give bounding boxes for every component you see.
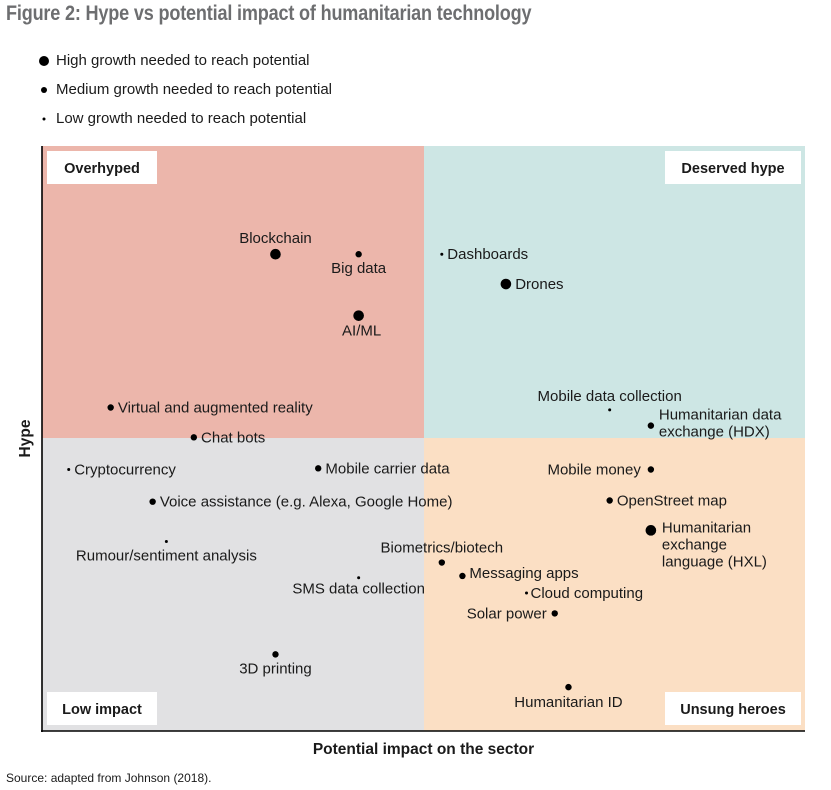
point-label-blockchain: Blockchain [239, 230, 312, 247]
point-3d-printing [272, 651, 279, 658]
legend-marker-small [36, 111, 52, 127]
point-label-biometrics-biotech: Biometrics/biotech [381, 540, 504, 557]
point-humanitarian-id [565, 683, 572, 691]
point-openstreet-map [606, 497, 613, 504]
point-label-big-data: Big data [331, 260, 387, 277]
legend-label-low: Low growth needed to reach potential [56, 110, 307, 127]
point-dashboards [440, 252, 444, 256]
point-label-virtual-and-augmented-reality: Virtual and augmented reality [118, 399, 313, 416]
point-big-data [355, 251, 362, 258]
legend-item-high: High growth needed to reach potential [36, 52, 310, 69]
quadrant-overhyped [42, 146, 424, 438]
point-biometrics-biotech [438, 559, 446, 566]
point-drones [500, 278, 512, 290]
quadrant-label-box-unsung-heroes [665, 692, 801, 725]
point-label-3d-printing: 3D printing [239, 660, 312, 677]
point-label-voice-assistance-e-g-alexa-google-home: Voice assistance (e.g. Alexa, Google Hom… [160, 494, 453, 511]
point-label-line: Humanitarian data [659, 407, 782, 424]
quadrant-low-impact [42, 438, 424, 731]
quadrant-deserved-hype [424, 146, 805, 438]
point-label-solar-power: Solar power [467, 605, 547, 622]
point-solar-power [551, 610, 558, 617]
legend-label-medium: Medium growth needed to reach potential [56, 81, 333, 98]
point-label-sms-data-collection: SMS data collection [292, 581, 425, 598]
point-label-openstreet-map: OpenStreet map [617, 493, 727, 510]
point-ai-ml [353, 310, 364, 321]
point-mobile-data-collection [608, 408, 612, 412]
figure-title: Figure 2: Hype vs potential impact of hu… [6, 2, 532, 25]
quadrant-label-box-overhyped [47, 151, 157, 184]
legend-item-medium: Medium growth needed to reach potential [36, 81, 332, 98]
point-label-rumour-sentiment-analysis: Rumour/sentiment analysis [76, 547, 257, 564]
point-virtual-and-augmented-reality [107, 404, 114, 411]
point-voice-assistance-e-g-alexa-google-home [149, 498, 156, 505]
y-axis-title: Hype [17, 419, 34, 457]
legend-marker-large [36, 53, 52, 69]
point-label-drones: Drones [515, 276, 563, 293]
point-sms-data-collection [357, 576, 361, 580]
point-label-ai-ml: AI/ML [342, 323, 381, 340]
legend-marker-medium [36, 82, 52, 98]
point-label-mobile-data-collection: Mobile data collection [538, 388, 682, 405]
quadrant-label-deserved-hype: Deserved hype [681, 161, 784, 177]
point-blockchain [270, 248, 281, 260]
point-rumour-sentiment-analysis [164, 539, 168, 543]
quadrant-label-overhyped: Overhyped [64, 161, 140, 177]
quadrant-label-low-impact: Low impact [62, 702, 142, 718]
point-label-cryptocurrency: Cryptocurrency [74, 462, 176, 479]
quadrant-label-unsung-heroes: Unsung heroes [680, 702, 786, 718]
point-label-humanitarian-data-exchange-hdx: Humanitarian data exchange (HDX) [659, 407, 782, 441]
point-label-cloud-computing: Cloud computing [531, 585, 644, 602]
point-label-messaging-apps: Messaging apps [469, 565, 578, 582]
point-messaging-apps [459, 572, 466, 580]
point-label-dashboards: Dashboards [447, 246, 528, 263]
point-cryptocurrency [67, 468, 71, 472]
quadrant-label-box-low-impact [47, 692, 157, 725]
point-label-humanitarian-exchange-language-hxl: Humanitarian exchange language (HXL) [662, 519, 767, 570]
point-label-mobile-carrier-data: Mobile carrier data [325, 460, 450, 477]
point-mobile-carrier-data [315, 465, 322, 472]
point-label-line: exchange (HDX) [659, 424, 770, 441]
point-label-line: Humanitarian [662, 519, 751, 536]
x-axis-title: Potential impact on the sector [313, 741, 534, 758]
point-label-line: exchange [662, 536, 727, 553]
point-chat-bots [190, 434, 198, 441]
quadrant-unsung-heroes [424, 438, 805, 731]
point-label-chat-bots: Chat bots [201, 429, 265, 446]
point-label-line: language (HXL) [662, 553, 767, 570]
point-humanitarian-data-exchange-hdx [647, 422, 655, 429]
legend-item-low: Low growth needed to reach potential [36, 110, 306, 127]
point-humanitarian-exchange-language-hxl [645, 525, 657, 536]
point-label-humanitarian-id: Humanitarian ID [514, 694, 623, 711]
point-mobile-money [647, 466, 655, 473]
point-cloud-computing [525, 591, 529, 595]
legend-label-high: High growth needed to reach potential [56, 52, 310, 69]
quadrant-label-box-deserved-hype [665, 151, 801, 184]
source-note: Source: adapted from Johnson (2018). [6, 771, 212, 785]
point-label-mobile-money: Mobile money [547, 462, 641, 479]
